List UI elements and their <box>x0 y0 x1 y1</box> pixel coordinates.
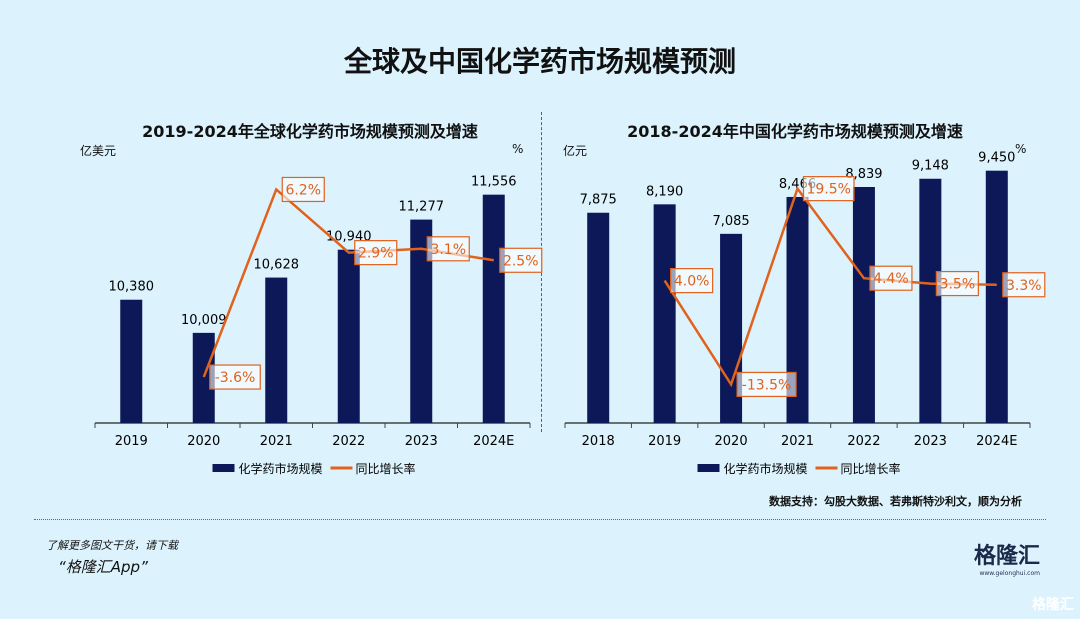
left-y-unit: 亿美元 <box>80 144 117 158</box>
left-bar-label: 11,277 <box>399 200 445 215</box>
right-x-tick-label: 2020 <box>715 434 748 449</box>
left-growth-label: 6.2% <box>285 182 321 198</box>
left-bar-label: 10,380 <box>109 280 155 295</box>
right-x-tick-label: 2021 <box>781 434 814 449</box>
left-legend-bar-label: 化学药市场规模 <box>239 461 323 476</box>
right-growth-label: 3.5% <box>940 277 976 293</box>
left-chart-title: 2019-2024年全球化学药市场规模预测及增速 <box>142 122 478 141</box>
left-growth-label: 2.5% <box>503 253 539 269</box>
right-bar-label: 7,085 <box>712 214 749 229</box>
left-growth-label: -3.6% <box>215 370 256 386</box>
promo-app: “格隆汇App” <box>58 558 148 576</box>
left-growth-label-box <box>209 364 261 390</box>
footer-divider <box>34 519 1046 520</box>
left-growth-label: 3.1% <box>430 242 466 258</box>
right-bar-label: 8,190 <box>646 184 683 199</box>
left-bar <box>192 332 215 423</box>
left-legend-bar-swatch <box>212 464 235 472</box>
left-bar <box>410 219 433 423</box>
left-legend-line-label: 同比增长率 <box>356 461 416 476</box>
left-bar-label: 11,556 <box>471 175 517 190</box>
left-bar <box>120 299 143 423</box>
left-growth-label-box <box>281 176 325 203</box>
logo-text: 格隆汇 <box>973 544 1040 569</box>
right-growth-label-box <box>935 270 979 297</box>
right-chart-title: 2018-2024年中国化学药市场规模预测及增速 <box>627 122 963 141</box>
left-bar-label: 10,009 <box>181 313 227 328</box>
left-growth-label-box <box>354 240 398 266</box>
right-bar <box>985 170 1008 423</box>
right-growth-label: 19.5% <box>807 182 851 198</box>
left-x-tick-label: 2019 <box>115 434 148 449</box>
left-bar <box>337 249 360 423</box>
right-x-tick-label: 2024E <box>976 434 1017 449</box>
source-note: 数据支持：勾股大数据、若弗斯特沙利文，顺为分析 <box>769 495 1022 508</box>
right-x-tick-label: 2018 <box>582 434 615 449</box>
left-growth-label-box <box>426 236 470 262</box>
left-y2-unit: % <box>512 142 524 156</box>
right-bar <box>587 212 610 423</box>
right-growth-label-box <box>1002 272 1046 298</box>
left-growth-label: 2.9% <box>358 246 394 262</box>
right-bar <box>786 196 809 423</box>
right-bar <box>919 178 942 423</box>
left-x-tick-label: 2023 <box>405 434 438 449</box>
logo: 格隆汇 www.gelonghui.com <box>974 538 1040 577</box>
right-legend-bar-label: 化学药市场规模 <box>724 461 808 476</box>
right-growth-label-box <box>670 268 714 294</box>
left-bar-label: 10,628 <box>254 258 300 273</box>
left-growth-label-box <box>499 247 543 273</box>
right-growth-label: 4.0% <box>674 274 710 290</box>
left-x-tick-label: 2022 <box>332 434 365 449</box>
right-bar-label: 9,148 <box>912 159 949 174</box>
main-title: 全球及中国化学药市场规模预测 <box>343 45 736 78</box>
right-bar <box>852 186 875 423</box>
left-x-tick-label: 2020 <box>187 434 220 449</box>
right-x-tick-label: 2023 <box>914 434 947 449</box>
left-x-tick-label: 2024E <box>473 434 514 449</box>
right-growth-label: -13.5% <box>742 377 792 393</box>
right-x-tick-label: 2022 <box>847 434 880 449</box>
right-growth-label-box <box>736 371 797 398</box>
right-y2-unit: % <box>1015 142 1027 156</box>
logo-url: www.gelonghui.com <box>979 570 1040 577</box>
right-bar <box>653 204 676 423</box>
left-bar <box>482 194 505 423</box>
right-growth-label-box <box>869 265 913 291</box>
promo-text: 了解更多图文干货，请下载 <box>46 539 178 552</box>
right-y-unit: 亿元 <box>563 144 588 158</box>
right-x-tick-label: 2019 <box>648 434 681 449</box>
left-bar <box>265 277 288 423</box>
left-x-tick-label: 2021 <box>260 434 293 449</box>
right-growth-label: 4.4% <box>873 271 909 287</box>
watermark: 格隆汇 <box>1032 597 1074 613</box>
right-growth-label-box <box>802 176 855 202</box>
right-legend-line-label: 同比增长率 <box>841 461 901 476</box>
right-legend-bar-swatch <box>697 464 720 472</box>
right-growth-label: 3.3% <box>1006 278 1042 294</box>
right-bar-label: 7,875 <box>580 193 617 208</box>
right-bar-label: 9,450 <box>978 151 1015 166</box>
right-bar-label: 8,839 <box>845 167 882 182</box>
